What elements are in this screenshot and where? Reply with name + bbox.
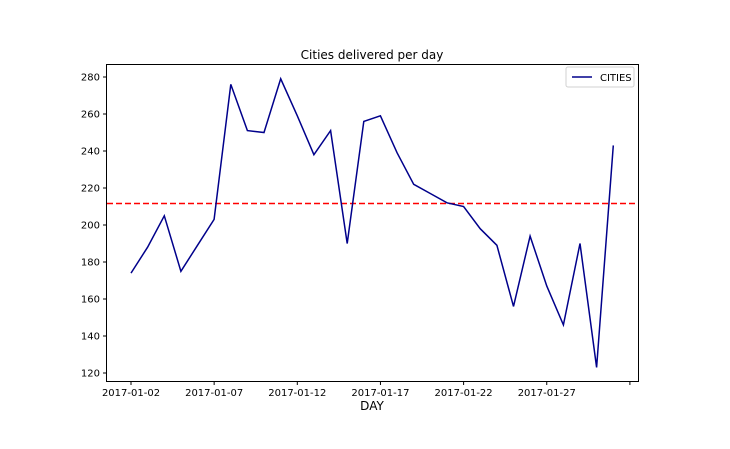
x-tick-label: 2017-01-17 [351, 388, 409, 399]
chart-title: Cities delivered per day [301, 48, 444, 62]
x-tick-label: 2017-01-22 [435, 388, 493, 399]
y-tick-label: 240 [81, 147, 100, 158]
x-axis-label: DAY [360, 399, 384, 413]
y-tick-label: 160 [81, 295, 100, 306]
y-tick-label: 260 [81, 110, 100, 121]
legend: CITIES [565, 66, 635, 88]
x-tick-label: 2017-01-07 [185, 388, 243, 399]
x-tick-label: 2017-01-12 [268, 388, 326, 399]
y-tick-label: 280 [81, 73, 100, 84]
y-tick-label: 120 [81, 369, 100, 380]
axes-frame [106, 64, 639, 382]
y-tick-label: 180 [81, 258, 100, 269]
x-tick-label: 2017-01-02 [102, 388, 160, 399]
x-tick-label: 2017-01-27 [518, 388, 576, 399]
y-axis: 120 140 160 180 200 220 240 260 280 [81, 73, 107, 380]
y-tick-label: 140 [81, 332, 100, 343]
y-tick-label: 200 [81, 221, 100, 232]
series-line-cities [130, 76, 615, 368]
plot-area [107, 76, 638, 368]
legend-label: CITIES [600, 73, 632, 84]
y-tick-label: 220 [81, 184, 100, 195]
x-axis: 2017-01-02 2017-01-07 2017-01-12 2017-01-17… [102, 381, 631, 399]
